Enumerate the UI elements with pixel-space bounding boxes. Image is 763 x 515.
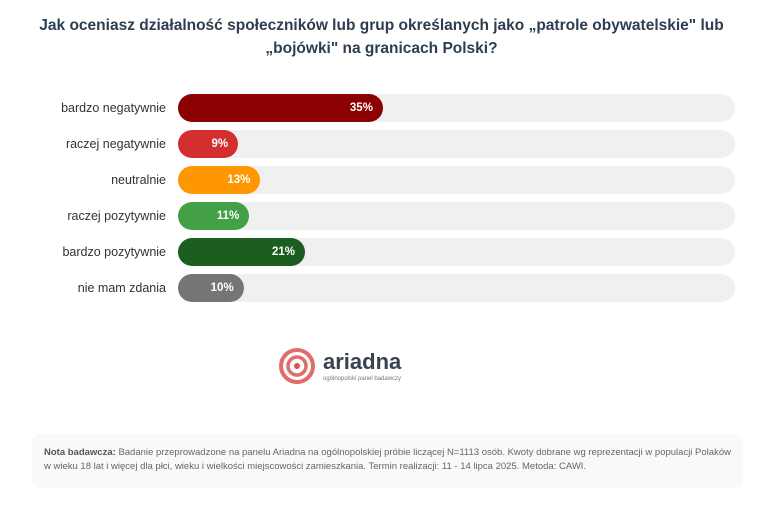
target-icon [279, 348, 315, 384]
bar-row: neutralnie 13% [30, 166, 735, 194]
bar: 35% [178, 94, 383, 122]
category-label: nie mam zdania [77, 281, 166, 295]
bar: 9% [178, 130, 239, 158]
bar-row: raczej negatywnie 9% [30, 130, 735, 158]
chart-title: Jak oceniasz działalność społeczników lu… [39, 17, 724, 57]
bar: 13% [178, 166, 261, 194]
category-label: raczej pozytywnie [67, 209, 166, 223]
bar: 21% [178, 238, 305, 266]
bar-track: 13% [178, 166, 735, 194]
value-label: 11% [216, 210, 240, 222]
value-label: 9% [211, 138, 229, 150]
category-label: neutralnie [111, 173, 166, 187]
value-label: 21% [271, 246, 295, 258]
value-label: 35% [349, 102, 373, 114]
ariadna-logo: ariadna ogólnopolski panel badawczy [279, 348, 401, 384]
bar: 11% [178, 202, 250, 230]
logo-tagline: ogólnopolski panel badawczy [323, 375, 402, 382]
note-label: Nota badawcza: [44, 447, 116, 458]
note-text: Badanie przeprowadzone na panelu Ariadna… [44, 447, 731, 472]
bar-track: 10% [178, 274, 735, 302]
bar-row: bardzo pozytywnie 21% [30, 238, 735, 266]
logo-brand: ariadna [323, 348, 402, 374]
bar-chart: bardzo negatywnie 35% raczej negatywnie 9% n… [30, 94, 735, 310]
category-label: bardzo negatywnie [61, 101, 166, 115]
category-label: raczej negatywnie [65, 137, 166, 151]
research-note: Nota badawcza: Badanie przeprowadzone na… [32, 434, 743, 488]
bar-row: nie mam zdania 10% [30, 274, 735, 302]
value-label: 10% [210, 282, 234, 294]
bar-row: raczej pozytywnie 11% [30, 202, 735, 230]
bar-track: 9% [178, 130, 735, 158]
bar-row: bardzo negatywnie 35% [30, 94, 735, 122]
bar-track: 21% [178, 238, 735, 266]
bar: 10% [178, 274, 244, 302]
category-label: bardzo pozytywnie [62, 245, 166, 259]
value-label: 13% [227, 174, 251, 186]
bar-track: 11% [178, 202, 735, 230]
bar-track: 35% [178, 94, 735, 122]
